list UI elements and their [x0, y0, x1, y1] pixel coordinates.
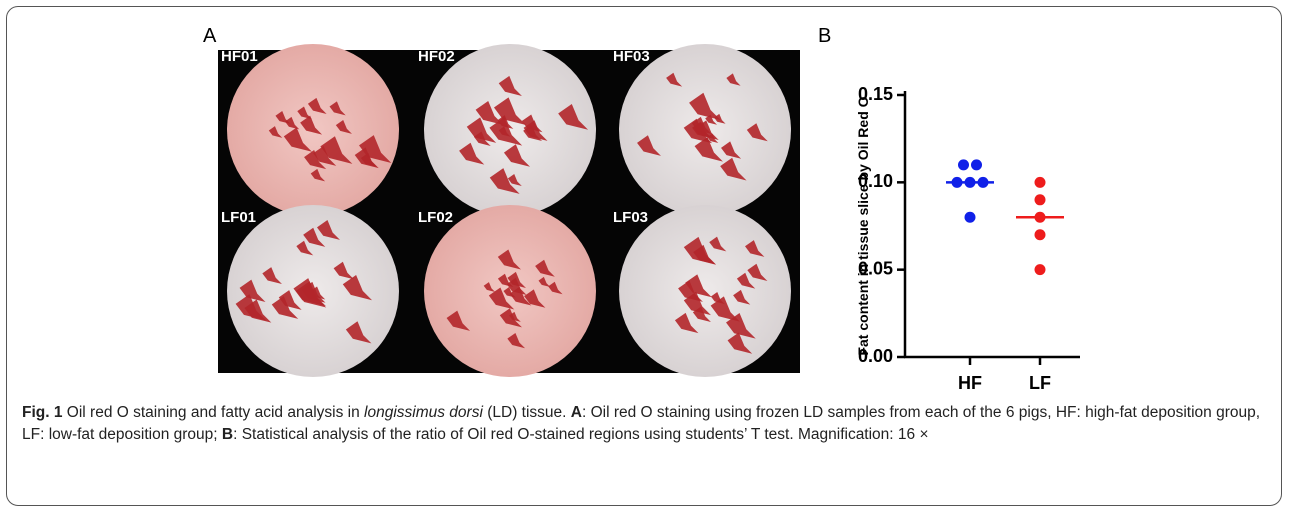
panel-label: B — [818, 25, 831, 47]
y-tick-label: 0.05 — [858, 258, 893, 278]
data-point — [958, 159, 969, 170]
y-axis-label: Fat content in tissue slice by Oil Red O — [855, 96, 871, 355]
panel-label: A — [203, 25, 217, 47]
x-tick-label: HF — [958, 373, 982, 393]
image-label: LF01 — [221, 209, 256, 226]
data-point — [1035, 229, 1046, 240]
data-point — [1035, 212, 1046, 223]
data-point — [965, 177, 976, 188]
image-label: LF03 — [613, 209, 648, 226]
x-tick-label: LF — [1029, 373, 1051, 393]
data-point — [1035, 177, 1046, 188]
image-label: HF01 — [221, 48, 258, 65]
caption-text: B — [222, 426, 233, 443]
figure: A HF01 HF02 HF03 LF01 LF02 LF03 B Fat content… — [0, 0, 1290, 400]
data-point — [1035, 194, 1046, 205]
caption-text: (LD) tissue. — [483, 404, 571, 421]
caption-label: Fig. 1 — [22, 404, 62, 421]
page: A HF01 HF02 HF03 LF01 LF02 LF03 B Fat content… — [0, 0, 1290, 495]
data-point — [1035, 264, 1046, 275]
data-point — [952, 177, 963, 188]
image-label: HF02 — [418, 48, 455, 65]
y-tick-label: 0.00 — [858, 346, 893, 366]
data-point — [978, 177, 989, 188]
caption-text: : Statistical analysis of the ratio of O… — [233, 426, 928, 443]
data-point — [965, 212, 976, 223]
y-tick-label: 0.15 — [858, 84, 893, 104]
caption: Fig. 1 Oil red O staining and fatty acid… — [22, 402, 1272, 446]
image-label: LF02 — [418, 209, 453, 226]
caption-text: A — [571, 404, 582, 421]
data-point — [971, 159, 982, 170]
image-label: HF03 — [613, 48, 650, 65]
y-tick-label: 0.10 — [858, 171, 893, 191]
caption-text: Oil red O staining and fatty acid analys… — [62, 404, 364, 421]
caption-text: longissimus dorsi — [364, 404, 483, 421]
